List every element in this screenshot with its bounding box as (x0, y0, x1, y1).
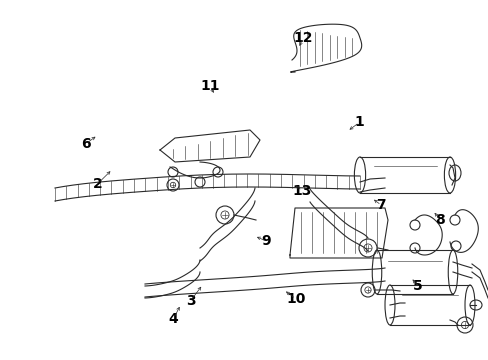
Text: 4: 4 (168, 312, 178, 325)
Text: 9: 9 (261, 234, 271, 248)
Text: 5: 5 (412, 279, 422, 293)
Text: 13: 13 (292, 184, 311, 198)
Text: 1: 1 (354, 116, 364, 129)
Text: 11: 11 (200, 80, 220, 93)
Text: 8: 8 (434, 213, 444, 226)
Text: 12: 12 (293, 31, 312, 45)
Text: 10: 10 (285, 292, 305, 306)
Text: 7: 7 (376, 198, 386, 212)
Text: 6: 6 (81, 137, 90, 151)
Text: 3: 3 (185, 294, 195, 307)
Text: 2: 2 (93, 177, 102, 190)
